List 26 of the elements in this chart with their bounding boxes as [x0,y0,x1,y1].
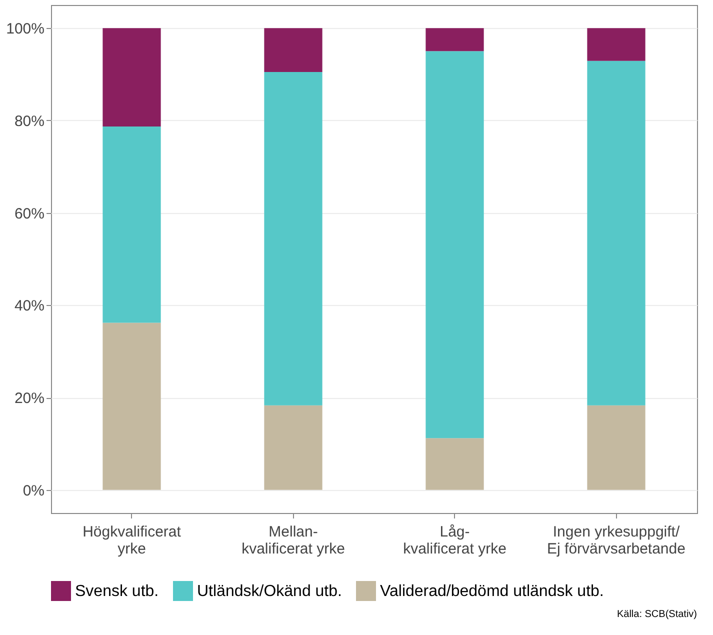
bar [264,28,322,72]
bar [102,28,161,126]
bar [102,322,161,490]
bar [587,405,646,490]
y-tick-label: 20% [14,390,44,408]
legend-label: Svensk utb. [75,583,159,600]
y-tick-label: 60% [14,205,44,222]
bar [264,72,322,406]
y-tick-label: 100% [6,20,44,38]
legend-label: Utländsk/Okänd utb. [197,583,342,600]
text: Källa: SCB(Stativ) [616,609,697,620]
y-tick-label: 0% [22,482,44,500]
legend-label: Validerad/bedömd utländsk utb. [380,583,604,600]
bar [587,60,646,406]
x-tick-label: Ingen yrkesuppgift/ Ej förvärvsarbetande [547,524,686,558]
y-tick-label: 80% [14,112,44,130]
y-tick-label: 40% [14,298,44,315]
bar [102,126,161,323]
x-tick-label: Mellan- kvalificerat yrke [242,524,345,558]
bar [426,438,484,490]
x-tick-label: Högkvalificerat yrke [82,524,182,558]
x-tick-label: Låg- kvalificerat yrke [403,524,506,558]
bar [426,51,484,438]
bar [264,405,322,490]
bar [587,28,646,61]
bar [426,28,484,52]
